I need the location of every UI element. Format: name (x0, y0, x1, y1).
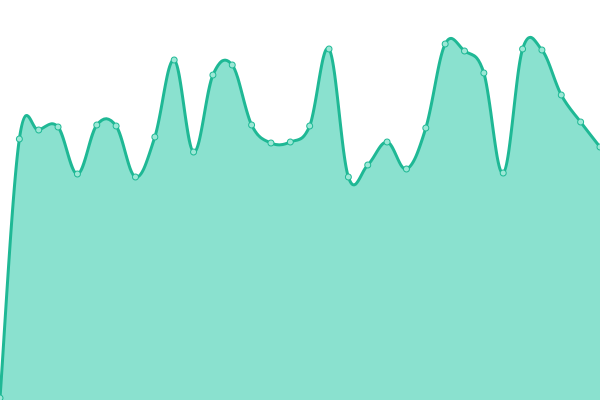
point (35, 126, 43, 134)
point (93, 121, 101, 129)
point (286, 138, 294, 146)
area (0, 37, 600, 400)
point (131, 173, 139, 181)
point (344, 173, 352, 181)
point (402, 165, 410, 173)
point (364, 161, 372, 169)
point (54, 123, 62, 131)
point (306, 122, 314, 130)
point (596, 143, 600, 151)
point (461, 47, 469, 55)
point (325, 45, 333, 53)
point (557, 91, 565, 99)
point (170, 56, 178, 64)
point (422, 124, 430, 132)
point (151, 133, 159, 141)
point (383, 138, 391, 146)
point (519, 45, 527, 53)
point (267, 139, 275, 147)
point (248, 121, 256, 129)
point (209, 71, 217, 79)
point (0, 394, 4, 400)
line (0, 35, 600, 399)
point (499, 169, 507, 177)
point (228, 61, 236, 69)
point (190, 148, 198, 156)
point (112, 122, 120, 130)
point (441, 40, 449, 48)
point (577, 118, 585, 126)
point (538, 46, 546, 54)
point (480, 69, 488, 77)
point (15, 135, 23, 143)
point (73, 170, 81, 178)
